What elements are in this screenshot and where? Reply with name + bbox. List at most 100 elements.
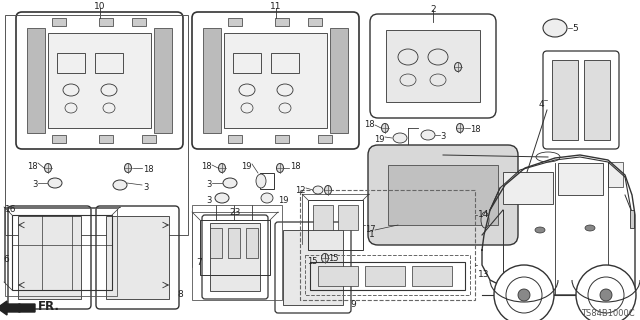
Bar [99, 135, 113, 143]
Bar [365, 266, 405, 286]
Text: 18: 18 [143, 165, 154, 174]
Ellipse shape [45, 164, 51, 172]
Text: 12: 12 [296, 186, 306, 195]
Bar [5, 208, 117, 296]
Bar [630, 210, 634, 228]
Bar [318, 135, 332, 143]
Ellipse shape [576, 265, 636, 320]
Bar [18, 216, 81, 299]
Ellipse shape [454, 62, 461, 72]
Text: 9: 9 [350, 300, 356, 309]
Text: 8: 8 [177, 290, 183, 299]
Bar [246, 228, 258, 258]
Text: 18: 18 [290, 162, 301, 171]
Text: 13: 13 [478, 270, 490, 279]
Text: FR.: FR. [38, 300, 60, 314]
Ellipse shape [381, 124, 388, 132]
Bar [27, 28, 45, 133]
Bar [558, 163, 603, 195]
FancyArrow shape [0, 301, 35, 315]
Bar [99, 18, 113, 26]
Bar [271, 53, 299, 73]
Ellipse shape [125, 164, 131, 172]
Ellipse shape [494, 265, 554, 320]
Text: 7: 7 [196, 258, 202, 267]
Ellipse shape [276, 164, 284, 172]
Text: 18: 18 [470, 125, 481, 134]
Bar [308, 18, 322, 26]
Bar [308, 200, 363, 250]
Ellipse shape [456, 124, 463, 132]
Bar [228, 135, 242, 143]
Bar [388, 165, 498, 225]
Text: 19: 19 [241, 162, 252, 171]
Ellipse shape [261, 193, 273, 203]
Text: 11: 11 [270, 2, 282, 11]
Bar [57, 53, 85, 73]
Bar [283, 230, 343, 305]
Ellipse shape [218, 164, 225, 172]
Text: 3: 3 [143, 183, 148, 192]
Bar [318, 266, 358, 286]
Bar [12, 215, 112, 290]
Text: 4: 4 [538, 100, 544, 109]
Text: 15: 15 [307, 257, 317, 266]
Bar [275, 18, 289, 26]
Bar [52, 135, 66, 143]
Text: 15: 15 [328, 254, 339, 263]
Text: 5: 5 [572, 24, 578, 33]
Bar [52, 18, 66, 26]
Text: 18: 18 [364, 120, 375, 129]
Ellipse shape [321, 253, 328, 262]
Ellipse shape [536, 152, 560, 162]
Ellipse shape [256, 174, 266, 188]
Bar [552, 60, 578, 140]
Text: 10: 10 [94, 2, 106, 11]
Bar [608, 162, 623, 187]
Bar [192, 205, 282, 300]
Bar [584, 60, 610, 140]
Bar [338, 205, 358, 230]
Bar [200, 220, 270, 275]
FancyBboxPatch shape [368, 145, 518, 245]
Ellipse shape [506, 277, 542, 313]
Text: 2: 2 [430, 5, 436, 14]
Ellipse shape [324, 186, 332, 195]
Bar [260, 173, 274, 189]
Bar [210, 228, 222, 258]
Ellipse shape [518, 289, 530, 301]
Bar [386, 30, 480, 102]
Text: 3: 3 [440, 132, 445, 141]
Bar [95, 53, 123, 73]
Ellipse shape [600, 289, 612, 301]
Bar [5, 15, 188, 235]
Text: TS84B1000C: TS84B1000C [581, 309, 635, 318]
Bar [210, 223, 260, 291]
Bar [330, 28, 348, 133]
Ellipse shape [48, 178, 62, 188]
Text: 6: 6 [3, 255, 9, 264]
Text: 18: 18 [28, 162, 38, 171]
Text: 18: 18 [202, 162, 212, 171]
Bar [275, 135, 289, 143]
Bar [224, 33, 327, 128]
Bar [233, 53, 261, 73]
Text: 16: 16 [5, 205, 17, 214]
Bar [48, 33, 151, 128]
Bar [228, 18, 242, 26]
Ellipse shape [393, 133, 407, 143]
Bar [203, 28, 221, 133]
Ellipse shape [223, 178, 237, 188]
Bar [300, 190, 475, 300]
Text: 19: 19 [278, 196, 289, 205]
Ellipse shape [585, 225, 595, 231]
Bar [228, 228, 240, 258]
Bar [305, 255, 470, 295]
Bar [154, 28, 172, 133]
Text: 23: 23 [229, 208, 241, 217]
Ellipse shape [113, 180, 127, 190]
Bar [142, 135, 156, 143]
Bar [132, 18, 146, 26]
Text: 3: 3 [207, 196, 212, 205]
Text: 3: 3 [33, 180, 38, 189]
